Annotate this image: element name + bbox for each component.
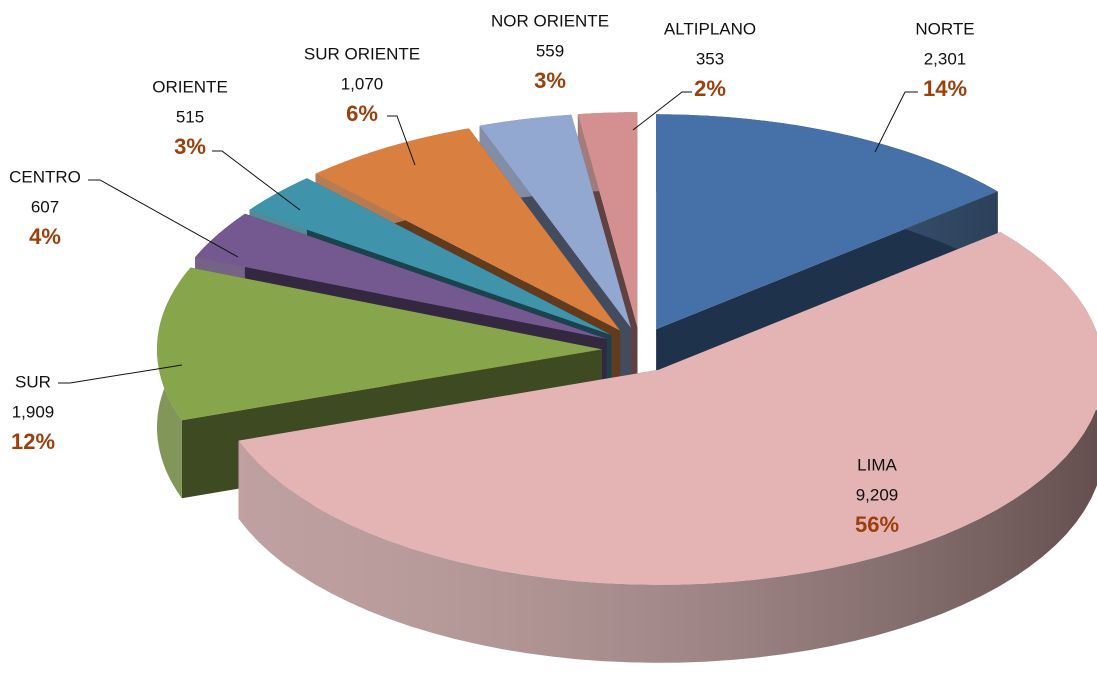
- percent-label: 2%: [694, 76, 726, 101]
- percent-label: 12%: [11, 429, 55, 454]
- slice-top: [195, 213, 607, 339]
- slice-label: CENTRO: [9, 167, 81, 186]
- slice-label: NORTE: [915, 19, 974, 38]
- value-label: 559: [536, 41, 564, 60]
- percent-label: 14%: [923, 76, 967, 101]
- slice-label: ORIENTE: [152, 77, 228, 96]
- value-label: 353: [696, 49, 724, 68]
- value-label: 9,209: [856, 485, 899, 504]
- slice-label: NOR ORIENTE: [491, 11, 609, 30]
- percent-label: 3%: [174, 134, 206, 159]
- percent-label: 56%: [855, 512, 899, 537]
- percent-label: 3%: [534, 68, 566, 93]
- slice-top: [157, 267, 602, 421]
- percent-label: 6%: [346, 101, 378, 126]
- slice-top: [315, 128, 621, 331]
- slice-top: [656, 114, 998, 330]
- value-label: 1,070: [341, 74, 384, 93]
- slice-top: [238, 232, 1097, 585]
- leader-line: [88, 179, 239, 258]
- slice-label: SUR: [15, 372, 51, 391]
- slice-top: [577, 112, 638, 328]
- leader-line: [632, 91, 692, 131]
- value-label: 607: [31, 197, 59, 216]
- leader-line: [58, 364, 183, 384]
- slice-label: LIMA: [857, 455, 897, 474]
- slice-label: SUR ORIENTE: [304, 44, 420, 63]
- slice: [238, 232, 1097, 663]
- value-label: 2,301: [924, 49, 967, 68]
- leader-line: [212, 150, 301, 211]
- leader-line: [874, 91, 918, 153]
- slice-top: [249, 178, 612, 335]
- slice-top: [479, 114, 631, 328]
- value-label: 1,909: [12, 402, 55, 421]
- slice-label: ALTIPLANO: [664, 19, 756, 38]
- value-label: 515: [176, 107, 204, 126]
- percent-label: 4%: [29, 224, 61, 249]
- leader-line: [387, 115, 416, 166]
